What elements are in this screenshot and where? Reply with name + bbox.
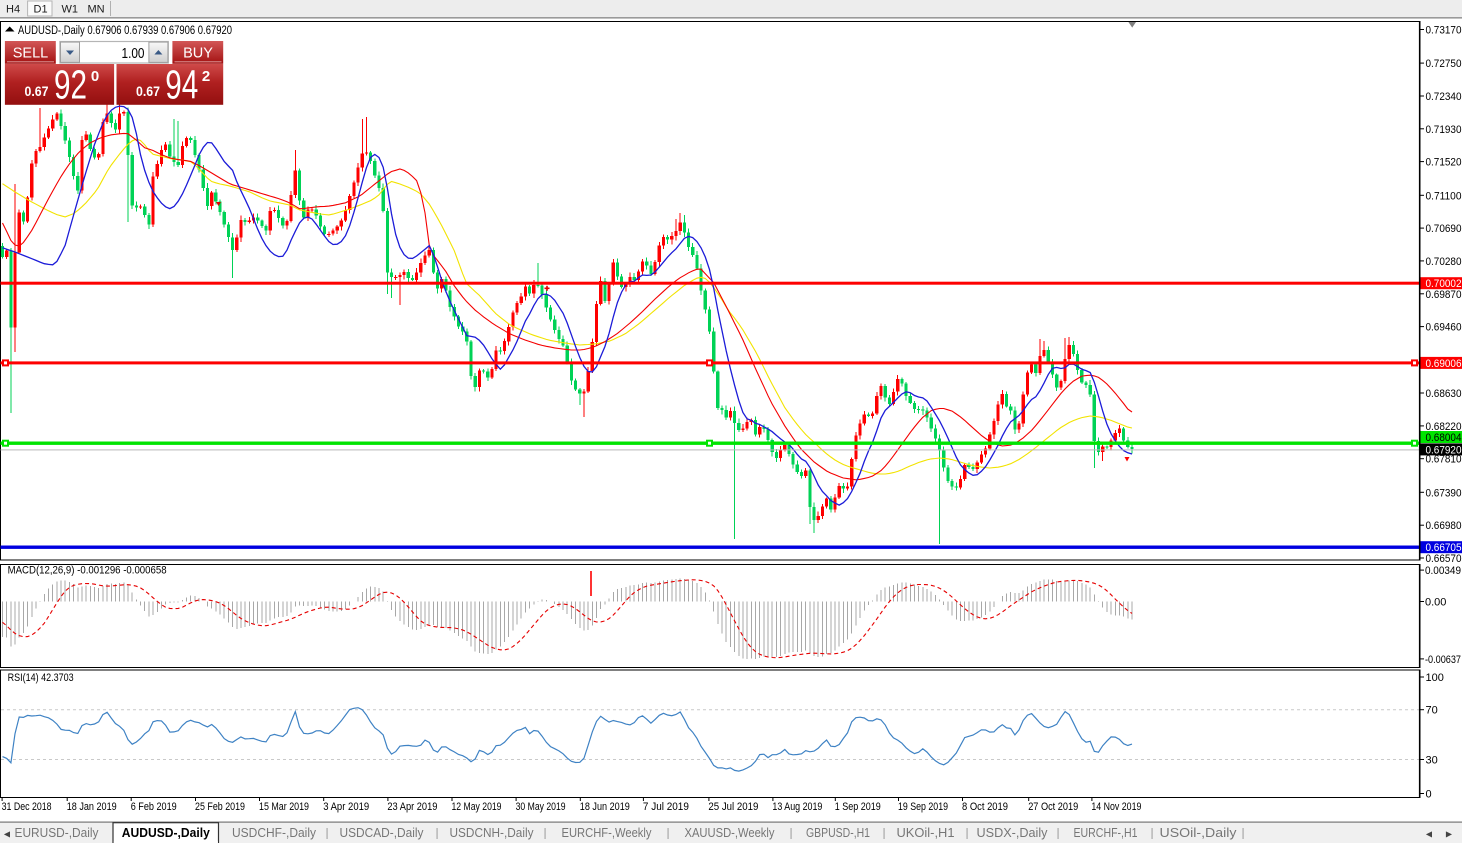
svg-text:H4: H4 [6,4,20,16]
svg-text:94: 94 [165,62,198,108]
svg-text:0.00349: 0.00349 [1425,565,1461,577]
svg-text:2: 2 [202,68,210,85]
svg-text:0.69006: 0.69006 [1426,358,1462,370]
svg-text:|: | [1241,826,1244,840]
svg-text:25 Feb 2019: 25 Feb 2019 [195,801,245,813]
svg-text:0: 0 [91,68,99,85]
svg-text:EURCHF-,Weekly: EURCHF-,Weekly [562,825,652,840]
svg-text:18 Jun 2019: 18 Jun 2019 [580,801,630,813]
svg-text:RSI(14) 42.3703: RSI(14) 42.3703 [8,672,74,684]
svg-text:◀: ◀ [4,830,11,839]
svg-text:19 Sep 2019: 19 Sep 2019 [898,801,948,813]
svg-text:8 Oct 2019: 8 Oct 2019 [962,801,1008,813]
svg-text:15 Mar 2019: 15 Mar 2019 [259,801,309,813]
svg-text:EURCHF-,H1: EURCHF-,H1 [1074,825,1138,840]
svg-text:12 May 2019: 12 May 2019 [452,801,502,813]
svg-text:92: 92 [54,62,87,108]
svg-text:AUDUSD-,Daily: AUDUSD-,Daily [122,825,211,840]
svg-text:13 Aug 2019: 13 Aug 2019 [772,801,822,813]
svg-text:|: | [965,826,968,840]
svg-text:GBPUSD-,H1: GBPUSD-,H1 [806,825,870,840]
svg-text:0.71100: 0.71100 [1426,190,1462,202]
svg-text:0.69870: 0.69870 [1426,289,1462,301]
svg-text:31 Dec 2018: 31 Dec 2018 [2,801,52,813]
svg-text:USDCHF-,Daily: USDCHF-,Daily [232,825,316,840]
svg-text:0.68004: 0.68004 [1426,432,1462,444]
svg-text:0.66570: 0.66570 [1426,553,1462,565]
svg-text:UKOil-,H1: UKOil-,H1 [897,825,955,840]
svg-text:1.00: 1.00 [122,46,145,62]
svg-text:0.70690: 0.70690 [1426,223,1462,235]
svg-text:0.71520: 0.71520 [1426,157,1462,169]
svg-text:XAUUSD-,Weekly: XAUUSD-,Weekly [685,825,775,840]
svg-text:|: | [435,826,438,840]
svg-text:0.66705: 0.66705 [1426,542,1462,554]
svg-text:-0.00637: -0.00637 [1425,654,1461,666]
svg-text:100: 100 [1426,672,1444,684]
svg-text:14 Nov 2019: 14 Nov 2019 [1091,801,1141,813]
svg-text:|: | [882,826,885,840]
svg-text:30 May 2019: 30 May 2019 [516,801,566,813]
svg-text:SELL: SELL [13,46,48,62]
svg-text:EURUSD-,Daily: EURUSD-,Daily [15,825,99,840]
svg-text:USOil-,Daily: USOil-,Daily [1160,825,1238,840]
svg-text:70: 70 [1426,705,1438,717]
svg-text:0.70280: 0.70280 [1426,256,1462,268]
svg-text:25 Jul 2019: 25 Jul 2019 [708,801,758,813]
svg-text:0.70002: 0.70002 [1426,278,1462,290]
svg-text:0.67390: 0.67390 [1426,487,1462,499]
svg-text:AUDUSD-,Daily 0.67906 0.67939: AUDUSD-,Daily 0.67906 0.67939 0.67906 0.… [18,25,232,37]
svg-text:D1: D1 [34,4,48,16]
svg-text:|: | [325,826,328,840]
svg-text:BUY: BUY [183,46,213,62]
svg-text:USDCAD-,Daily: USDCAD-,Daily [340,825,424,840]
svg-text:0.68630: 0.68630 [1426,388,1462,400]
svg-text:▶: ▶ [1446,830,1453,839]
svg-text:7 Jul 2019: 7 Jul 2019 [643,801,689,813]
svg-text:USDCNH-,Daily: USDCNH-,Daily [450,825,534,840]
svg-text:0.72340: 0.72340 [1426,91,1462,103]
svg-text:6 Feb 2019: 6 Feb 2019 [131,801,177,813]
svg-text:0.66980: 0.66980 [1426,520,1462,532]
svg-text:|: | [789,826,792,840]
svg-text:0.67: 0.67 [136,83,160,99]
svg-text:0.73170: 0.73170 [1426,25,1462,37]
svg-text:|: | [1150,826,1153,840]
svg-text:0: 0 [1426,789,1432,801]
svg-text:18 Jan 2019: 18 Jan 2019 [67,801,117,813]
svg-text:23 Apr 2019: 23 Apr 2019 [387,801,437,813]
svg-text:MACD(12,26,9) -0.001296 -0.000: MACD(12,26,9) -0.001296 -0.000658 [8,565,167,577]
svg-text:0.72750: 0.72750 [1426,58,1462,70]
svg-text:1 Sep 2019: 1 Sep 2019 [835,801,881,813]
svg-text:USDX-,Daily: USDX-,Daily [977,825,1048,840]
svg-text:MN: MN [88,4,105,16]
svg-text:0.67920: 0.67920 [1426,444,1462,456]
svg-text:0.00: 0.00 [1425,597,1446,609]
svg-text:|: | [1056,826,1059,840]
svg-text:3 Apr 2019: 3 Apr 2019 [323,801,369,813]
svg-text:0.67: 0.67 [25,83,49,99]
svg-text:|: | [543,826,546,840]
svg-text:|: | [666,826,669,840]
svg-text:◀: ◀ [1426,830,1433,839]
svg-text:30: 30 [1426,755,1438,767]
svg-text:27 Oct 2019: 27 Oct 2019 [1028,801,1078,813]
svg-text:0.69460: 0.69460 [1426,322,1462,334]
svg-text:W1: W1 [62,4,79,16]
svg-text:0.71930: 0.71930 [1426,124,1462,136]
